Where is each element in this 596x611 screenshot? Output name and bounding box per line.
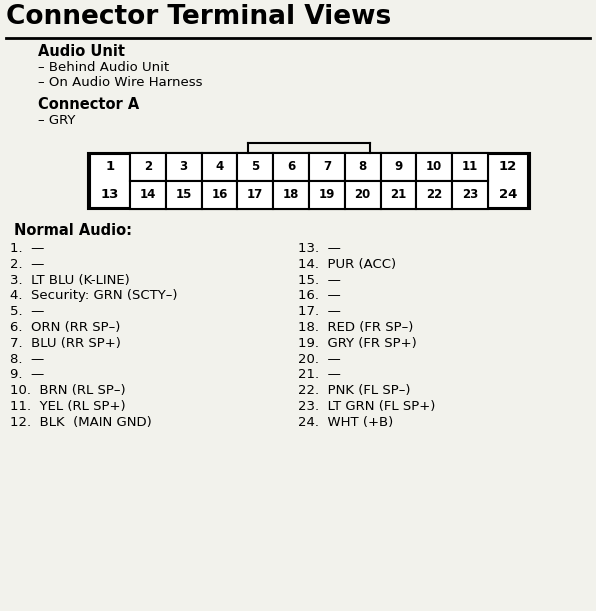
Text: – Behind Audio Unit: – Behind Audio Unit: [38, 61, 169, 74]
Text: 12: 12: [499, 161, 517, 174]
Text: 5.  —: 5. —: [10, 306, 44, 318]
Text: 13.  —: 13. —: [298, 242, 341, 255]
Text: 17: 17: [247, 189, 263, 202]
Text: 6.  ORN (RR SP–): 6. ORN (RR SP–): [10, 321, 120, 334]
Text: Connector A: Connector A: [38, 97, 139, 112]
Text: 18.  RED (FR SP–): 18. RED (FR SP–): [298, 321, 414, 334]
Text: 1: 1: [105, 161, 114, 174]
Text: 20.  —: 20. —: [298, 353, 341, 365]
Text: 4.  Security: GRN (SCTY–): 4. Security: GRN (SCTY–): [10, 290, 178, 302]
Text: 4: 4: [215, 161, 224, 174]
Bar: [88, 153, 530, 209]
Text: 2.  —: 2. —: [10, 258, 44, 271]
Bar: [345, 153, 381, 181]
Bar: [452, 181, 488, 209]
Bar: [452, 153, 488, 181]
Bar: [130, 181, 166, 209]
Text: 17.  —: 17. —: [298, 306, 341, 318]
Text: 10: 10: [426, 161, 442, 174]
Text: 23: 23: [462, 189, 478, 202]
Text: 1.  —: 1. —: [10, 242, 44, 255]
Text: 14: 14: [139, 189, 156, 202]
Bar: [273, 153, 309, 181]
Text: 6: 6: [287, 161, 295, 174]
Text: 21.  —: 21. —: [298, 368, 341, 381]
Text: 19: 19: [319, 189, 335, 202]
Bar: [166, 181, 201, 209]
Text: 22.  PNK (FL SP–): 22. PNK (FL SP–): [298, 384, 411, 397]
Text: 15.  —: 15. —: [298, 274, 341, 287]
Text: 5: 5: [251, 161, 259, 174]
Bar: [309, 153, 345, 181]
Text: 14.  PUR (ACC): 14. PUR (ACC): [298, 258, 396, 271]
Text: 2: 2: [144, 161, 152, 174]
Text: 8.  —: 8. —: [10, 353, 44, 365]
Bar: [166, 153, 201, 181]
Text: 3.  LT BLU (K-LINE): 3. LT BLU (K-LINE): [10, 274, 130, 287]
Text: 10.  BRN (RL SP–): 10. BRN (RL SP–): [10, 384, 126, 397]
Bar: [381, 181, 417, 209]
Bar: [201, 181, 237, 209]
Bar: [417, 153, 452, 181]
Text: 22: 22: [426, 189, 442, 202]
Text: 9: 9: [395, 161, 403, 174]
Bar: [201, 153, 237, 181]
Bar: [309, 181, 345, 209]
Text: Audio Unit: Audio Unit: [38, 44, 125, 59]
Text: 21: 21: [390, 189, 406, 202]
Text: 11.  YEL (RL SP+): 11. YEL (RL SP+): [10, 400, 126, 413]
Text: 7: 7: [323, 161, 331, 174]
Text: – GRY: – GRY: [38, 114, 75, 127]
Text: 11: 11: [462, 161, 478, 174]
Text: 13: 13: [101, 189, 119, 202]
Text: 16: 16: [212, 189, 228, 202]
Text: 23.  LT GRN (FL SP+): 23. LT GRN (FL SP+): [298, 400, 435, 413]
Text: 19.  GRY (FR SP+): 19. GRY (FR SP+): [298, 337, 417, 350]
Text: 3: 3: [179, 161, 188, 174]
Text: 9.  —: 9. —: [10, 368, 44, 381]
Text: 24: 24: [499, 189, 517, 202]
Text: – On Audio Wire Harness: – On Audio Wire Harness: [38, 76, 203, 89]
Text: 12.  BLK  (MAIN GND): 12. BLK (MAIN GND): [10, 416, 152, 429]
Bar: [90, 154, 130, 208]
Text: Connector Terminal Views: Connector Terminal Views: [6, 4, 391, 30]
Text: 18: 18: [283, 189, 299, 202]
Bar: [345, 181, 381, 209]
Bar: [417, 181, 452, 209]
Text: Normal Audio:: Normal Audio:: [14, 223, 132, 238]
Bar: [130, 153, 166, 181]
Text: 15: 15: [175, 189, 192, 202]
Bar: [237, 153, 273, 181]
Bar: [237, 181, 273, 209]
Bar: [488, 154, 528, 208]
Text: 8: 8: [359, 161, 367, 174]
Text: 24.  WHT (+B): 24. WHT (+B): [298, 416, 393, 429]
Text: 16.  —: 16. —: [298, 290, 341, 302]
Bar: [273, 181, 309, 209]
Text: 20: 20: [355, 189, 371, 202]
Text: 7.  BLU (RR SP+): 7. BLU (RR SP+): [10, 337, 121, 350]
Bar: [381, 153, 417, 181]
